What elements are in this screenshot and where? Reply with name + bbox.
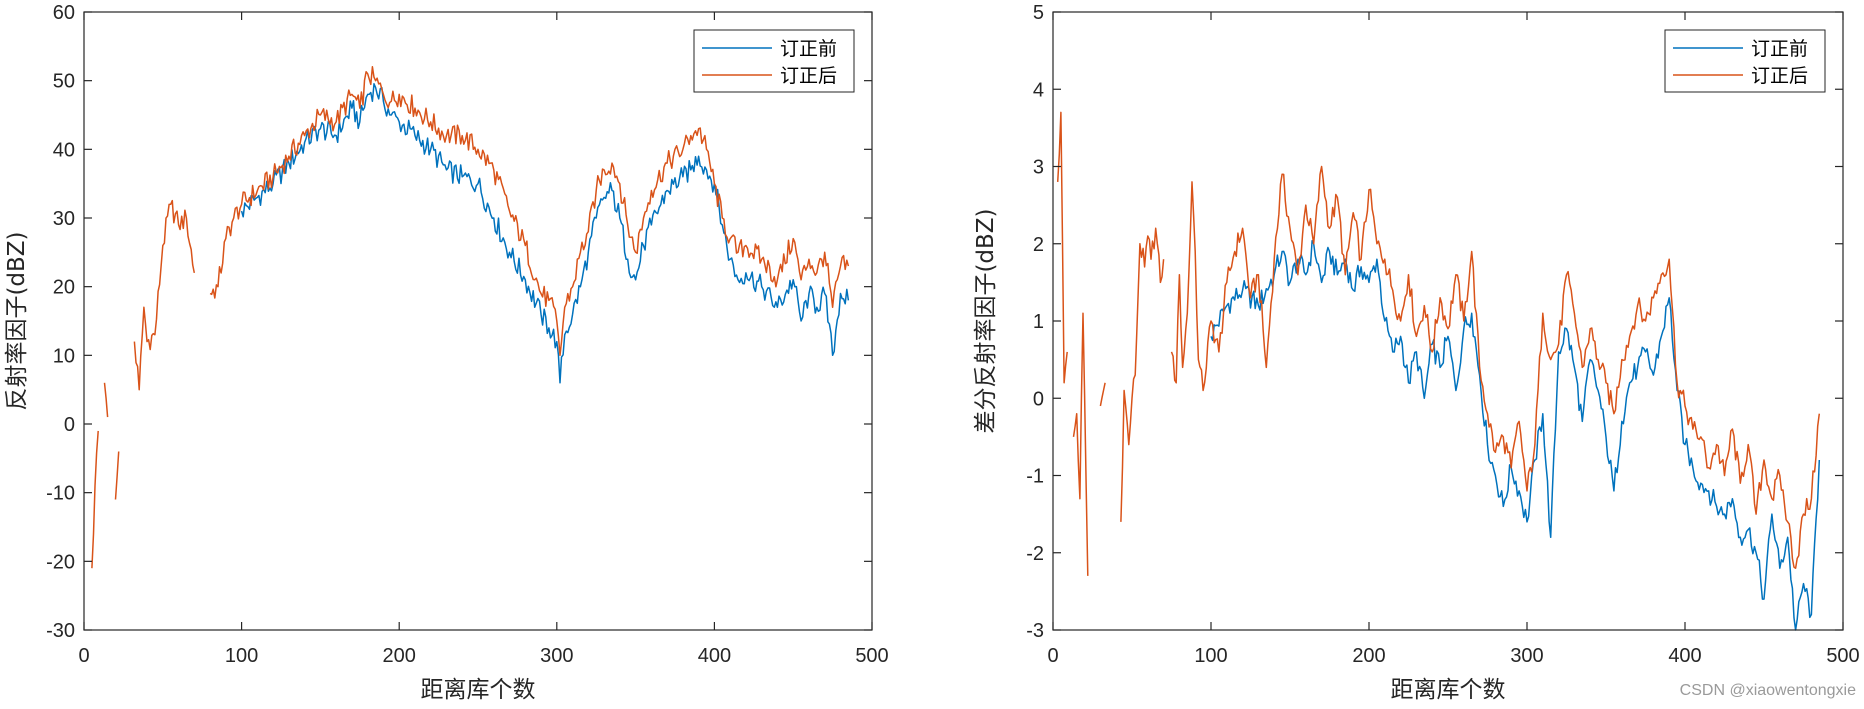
series-line-before [1210,240,1821,631]
x-tick-label: 300 [1510,645,1543,667]
legend-entry-label: 订正后 [780,65,837,87]
axes-box [83,11,873,631]
x-tick-label: 0 [78,645,89,667]
differential-reflectivity-plot: 0 100 200 300 400 500 -3 -2 -1 0 1 2 3 4 5 距离库个数 差分反射率因子… [973,2,1860,703]
legend-entry-label: 订正后 [1751,65,1808,87]
y-tick-label: 5 [1033,2,1044,24]
y-tick-label: 3 [1033,157,1044,179]
x-tick-label: 400 [698,645,731,667]
y-tick-label: 10 [53,345,75,367]
y-tick-label: -30 [46,620,75,642]
y-tick-label: -3 [1026,620,1044,642]
y-axis-label: 差分反射率因子(dBZ) [973,208,999,433]
x-tick-label: 500 [1826,645,1859,667]
y-tick-label: 40 [53,139,75,161]
legend-entry-label: 订正前 [780,38,837,60]
x-tick-label: 100 [1194,645,1227,667]
y-tick-label: 2 [1033,234,1044,256]
y-tick-label: 1 [1033,311,1044,333]
y-tick-label: -1 [1026,466,1044,488]
y-axis-label: 反射率因子(dBZ) [4,231,30,410]
y-tick-label: 50 [53,71,75,93]
y-tick-label: 30 [53,208,75,230]
series-line-after [1056,111,1821,576]
x-tick-label: 300 [540,645,573,667]
x-tick-label: 200 [1352,645,1385,667]
legend-entry-label: 订正前 [1751,38,1808,60]
axes-box [1052,11,1844,631]
watermark-text: CSDN @xiaowentongxie [1680,682,1856,699]
x-tick-label: 100 [225,645,258,667]
legend-box [693,29,855,93]
x-axis-label: 距离库个数 [1391,677,1506,703]
y-tick-label: 4 [1033,79,1044,101]
y-tick-label: 20 [53,277,75,299]
x-tick-label: 200 [383,645,416,667]
x-tick-label: 0 [1047,645,1058,667]
legend-box [1664,29,1826,93]
y-tick-label: 0 [1033,388,1044,410]
x-axis-label: 距离库个数 [421,677,536,703]
reflectivity-plot: 0 100 200 300 400 500 -30 -20 -10 0 10 20 30 40 50 60 距离… [4,2,889,703]
y-tick-label: -10 [46,483,75,505]
x-tick-label: 500 [855,645,888,667]
y-tick-label: -20 [46,551,75,573]
series-line-before [240,83,850,384]
y-tick-label: 0 [64,414,75,436]
x-tick-label: 400 [1668,645,1701,667]
y-tick-label: 60 [53,2,75,24]
series-line-after [91,66,850,569]
y-tick-label: -2 [1026,543,1044,565]
